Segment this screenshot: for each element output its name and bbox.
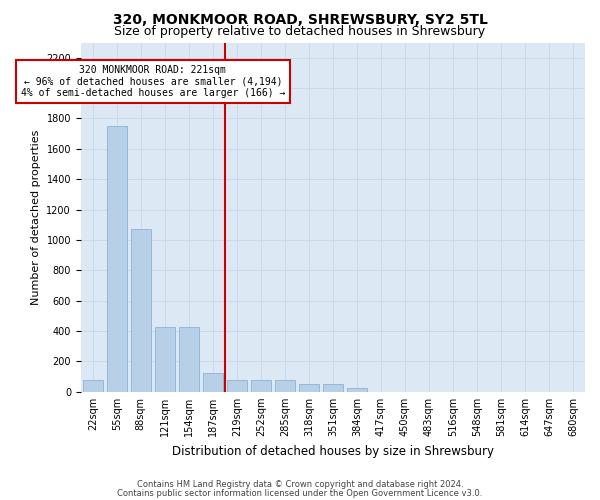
Bar bbox=[131, 228, 151, 392]
Y-axis label: Number of detached properties: Number of detached properties bbox=[31, 130, 41, 305]
Text: Contains HM Land Registry data © Crown copyright and database right 2024.: Contains HM Land Registry data © Crown c… bbox=[137, 480, 463, 489]
Bar bbox=[155, 328, 175, 392]
Text: 320, MONKMOOR ROAD, SHREWSBURY, SY2 5TL: 320, MONKMOOR ROAD, SHREWSBURY, SY2 5TL bbox=[113, 12, 487, 26]
Text: Contains public sector information licensed under the Open Government Licence v3: Contains public sector information licen… bbox=[118, 488, 482, 498]
Text: 320 MONKMOOR ROAD: 221sqm
← 96% of detached houses are smaller (4,194)
4% of sem: 320 MONKMOOR ROAD: 221sqm ← 96% of detac… bbox=[20, 66, 285, 98]
Text: Size of property relative to detached houses in Shrewsbury: Size of property relative to detached ho… bbox=[115, 25, 485, 38]
Bar bbox=[107, 126, 127, 392]
Bar bbox=[83, 380, 103, 392]
Bar bbox=[323, 384, 343, 392]
Bar bbox=[347, 388, 367, 392]
Bar bbox=[227, 380, 247, 392]
X-axis label: Distribution of detached houses by size in Shrewsbury: Distribution of detached houses by size … bbox=[172, 444, 494, 458]
Bar bbox=[299, 384, 319, 392]
Bar bbox=[203, 373, 223, 392]
Bar bbox=[251, 380, 271, 392]
Bar bbox=[275, 380, 295, 392]
Bar bbox=[179, 328, 199, 392]
